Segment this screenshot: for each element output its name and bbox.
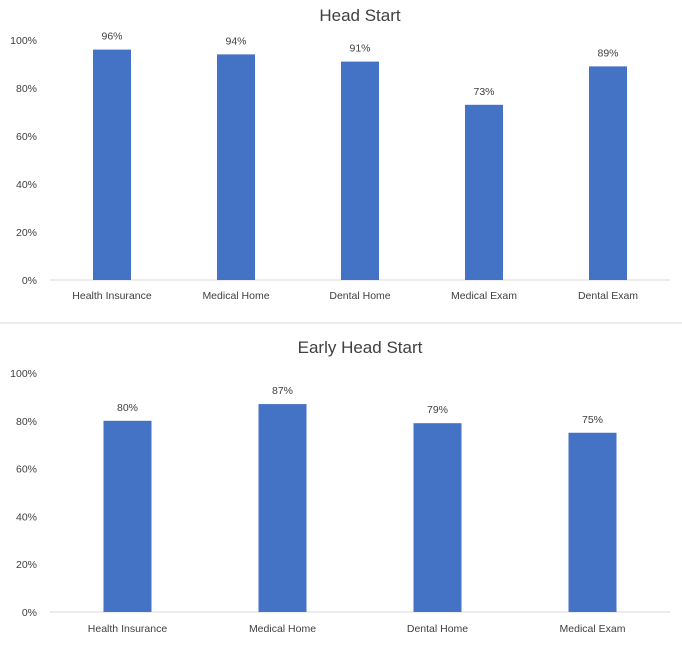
- data-label-health-insurance: 96%: [101, 31, 122, 43]
- y-tick-label: 40%: [16, 511, 37, 523]
- y-tick-label: 80%: [16, 83, 37, 95]
- y-tick-label: 100%: [10, 35, 37, 47]
- category-label-health-insurance: Health Insurance: [72, 290, 152, 302]
- category-label-medical-home: Medical Home: [249, 623, 316, 635]
- y-tick-label: 0%: [22, 275, 37, 287]
- bar-dental-home: [341, 61, 379, 280]
- category-label-medical-home: Medical Home: [202, 290, 269, 302]
- bar-dental-exam: [589, 66, 627, 281]
- bar-medical-exam: [568, 432, 617, 612]
- y-tick-label: 20%: [16, 227, 37, 239]
- data-label-dental-home: 79%: [427, 404, 448, 416]
- chart-title: Head Start: [319, 6, 401, 25]
- data-label-health-insurance: 80%: [117, 402, 138, 414]
- bar-health-insurance: [93, 49, 131, 280]
- early-head-start-chart: Early Head Start 0% 20% 40% 60% 80% 100% 80% Hea…: [10, 338, 670, 635]
- y-tick-label: 40%: [16, 179, 37, 191]
- data-label-medical-home: 94%: [225, 35, 246, 47]
- data-label-medical-exam: 73%: [473, 86, 494, 98]
- data-label-dental-home: 91%: [349, 43, 370, 55]
- head-start-chart: Head Start 0% 20% 40% 60% 80% 100% 96% Health In…: [10, 6, 670, 302]
- category-label-dental-home: Dental Home: [407, 623, 468, 635]
- data-label-medical-home: 87%: [272, 385, 293, 397]
- y-tick-label: 60%: [16, 131, 37, 143]
- bar-dental-home: [413, 423, 462, 612]
- category-label-health-insurance: Health Insurance: [88, 623, 168, 635]
- category-label-dental-home: Dental Home: [329, 290, 390, 302]
- y-tick-label: 0%: [22, 607, 37, 619]
- y-tick-label: 100%: [10, 368, 37, 380]
- category-label-dental-exam: Dental Exam: [578, 290, 638, 302]
- bar-medical-home: [258, 404, 307, 612]
- bar-medical-home: [217, 54, 255, 281]
- bar-health-insurance: [103, 420, 152, 612]
- y-tick-label: 60%: [16, 464, 37, 476]
- y-tick-label: 80%: [16, 416, 37, 428]
- data-label-medical-exam: 75%: [582, 414, 603, 426]
- y-tick-label: 20%: [16, 559, 37, 571]
- category-label-medical-exam: Medical Exam: [451, 290, 517, 302]
- data-label-dental-exam: 89%: [597, 47, 618, 59]
- category-label-medical-exam: Medical Exam: [560, 623, 626, 635]
- bar-medical-exam: [465, 104, 503, 280]
- chart-title: Early Head Start: [298, 338, 423, 357]
